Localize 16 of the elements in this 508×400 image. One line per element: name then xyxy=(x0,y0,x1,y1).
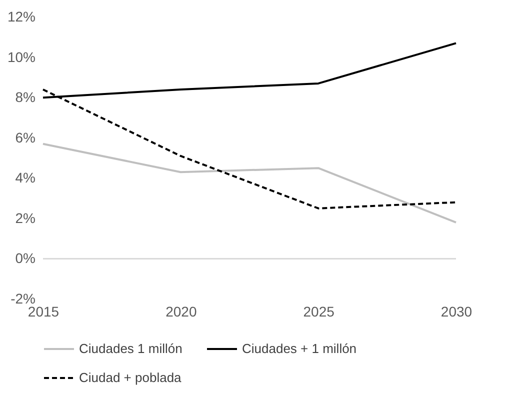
x-tick-label: 2020 xyxy=(166,304,197,320)
y-tick-label: 4% xyxy=(15,170,36,186)
y-tick-label: 12% xyxy=(7,8,36,24)
y-tick-label: 10% xyxy=(7,48,36,65)
x-tick-label: 2015 xyxy=(28,304,60,320)
legend-label: Ciudades + 1 millón xyxy=(242,341,357,356)
y-tick-label: 0% xyxy=(15,250,36,266)
y-tick-label: 8% xyxy=(15,89,36,106)
x-tick-label: 2025 xyxy=(303,304,335,320)
legend-label: Ciudad + poblada xyxy=(79,370,182,385)
x-tick-label: 2030 xyxy=(440,304,472,320)
legend-label: Ciudades 1 millón xyxy=(79,341,182,356)
y-tick-label: 6% xyxy=(15,129,36,146)
y-tick-label: 2% xyxy=(15,210,36,226)
line-series xyxy=(42,142,457,224)
y-tick-label: -2% xyxy=(10,290,36,306)
